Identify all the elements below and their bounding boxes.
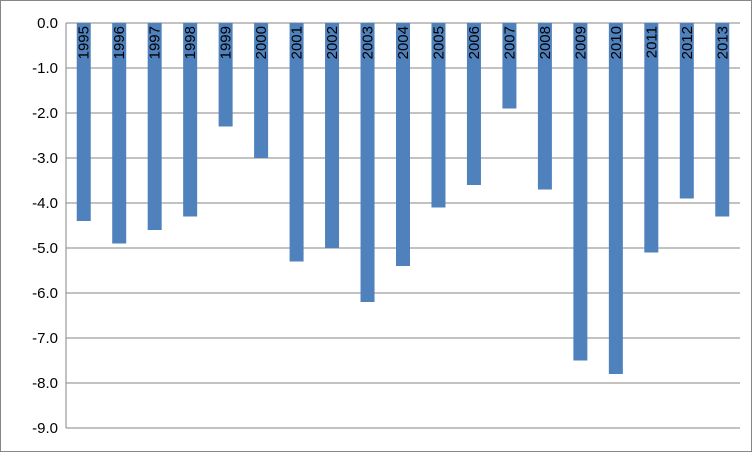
x-tick-label: 2004: [395, 26, 412, 59]
bar: [644, 23, 659, 253]
y-tick-label: -8.0: [32, 375, 58, 392]
x-tick-label: 1999: [218, 26, 235, 59]
y-tick-label: -2.0: [32, 105, 58, 122]
bar: [254, 23, 269, 158]
y-tick-label: -9.0: [32, 420, 58, 437]
bar: [396, 23, 410, 266]
x-tick-label: 2010: [608, 26, 625, 59]
bar: [183, 23, 198, 217]
bar: [76, 23, 91, 221]
x-tick-label: 2005: [430, 26, 447, 59]
x-tick-label: 1998: [182, 26, 199, 59]
bar: [679, 23, 694, 199]
x-tick-label: 1996: [111, 26, 128, 59]
x-tick-label: 2001: [289, 26, 306, 59]
x-tick-label: 2000: [253, 26, 270, 59]
bar: [573, 23, 588, 361]
bar: [325, 23, 340, 248]
x-tick-label: 2007: [501, 26, 518, 59]
x-tick-label: 2002: [324, 26, 341, 59]
x-tick-label: 1995: [76, 26, 93, 59]
x-tick-label: 2006: [466, 26, 483, 59]
bar: [289, 23, 304, 262]
x-tick-label: 2009: [572, 26, 589, 59]
x-tick-label: 2013: [714, 26, 731, 59]
bar: [218, 23, 233, 127]
y-tick-label: -4.0: [32, 195, 58, 212]
x-tick-label: 1997: [147, 26, 164, 59]
y-tick-label: -3.0: [32, 150, 58, 167]
bar: [466, 23, 481, 185]
x-tick-label: 2008: [537, 26, 554, 59]
bar: [502, 23, 517, 109]
x-tick-label: 2011: [643, 26, 660, 58]
bar: [112, 23, 127, 244]
bar: [147, 23, 162, 230]
y-tick-label: -5.0: [32, 240, 58, 257]
bar: [537, 23, 552, 190]
bar: [431, 23, 446, 208]
y-tick-label: 0.0: [37, 15, 58, 32]
bar: [608, 23, 623, 374]
x-tick-label: 2003: [360, 26, 377, 59]
y-tick-label: -7.0: [32, 330, 58, 347]
bar: [715, 23, 730, 217]
y-tick-label: -6.0: [32, 285, 58, 302]
y-tick-label: -1.0: [32, 60, 58, 77]
bar: [360, 23, 375, 302]
x-tick-label: 2012: [679, 26, 696, 59]
